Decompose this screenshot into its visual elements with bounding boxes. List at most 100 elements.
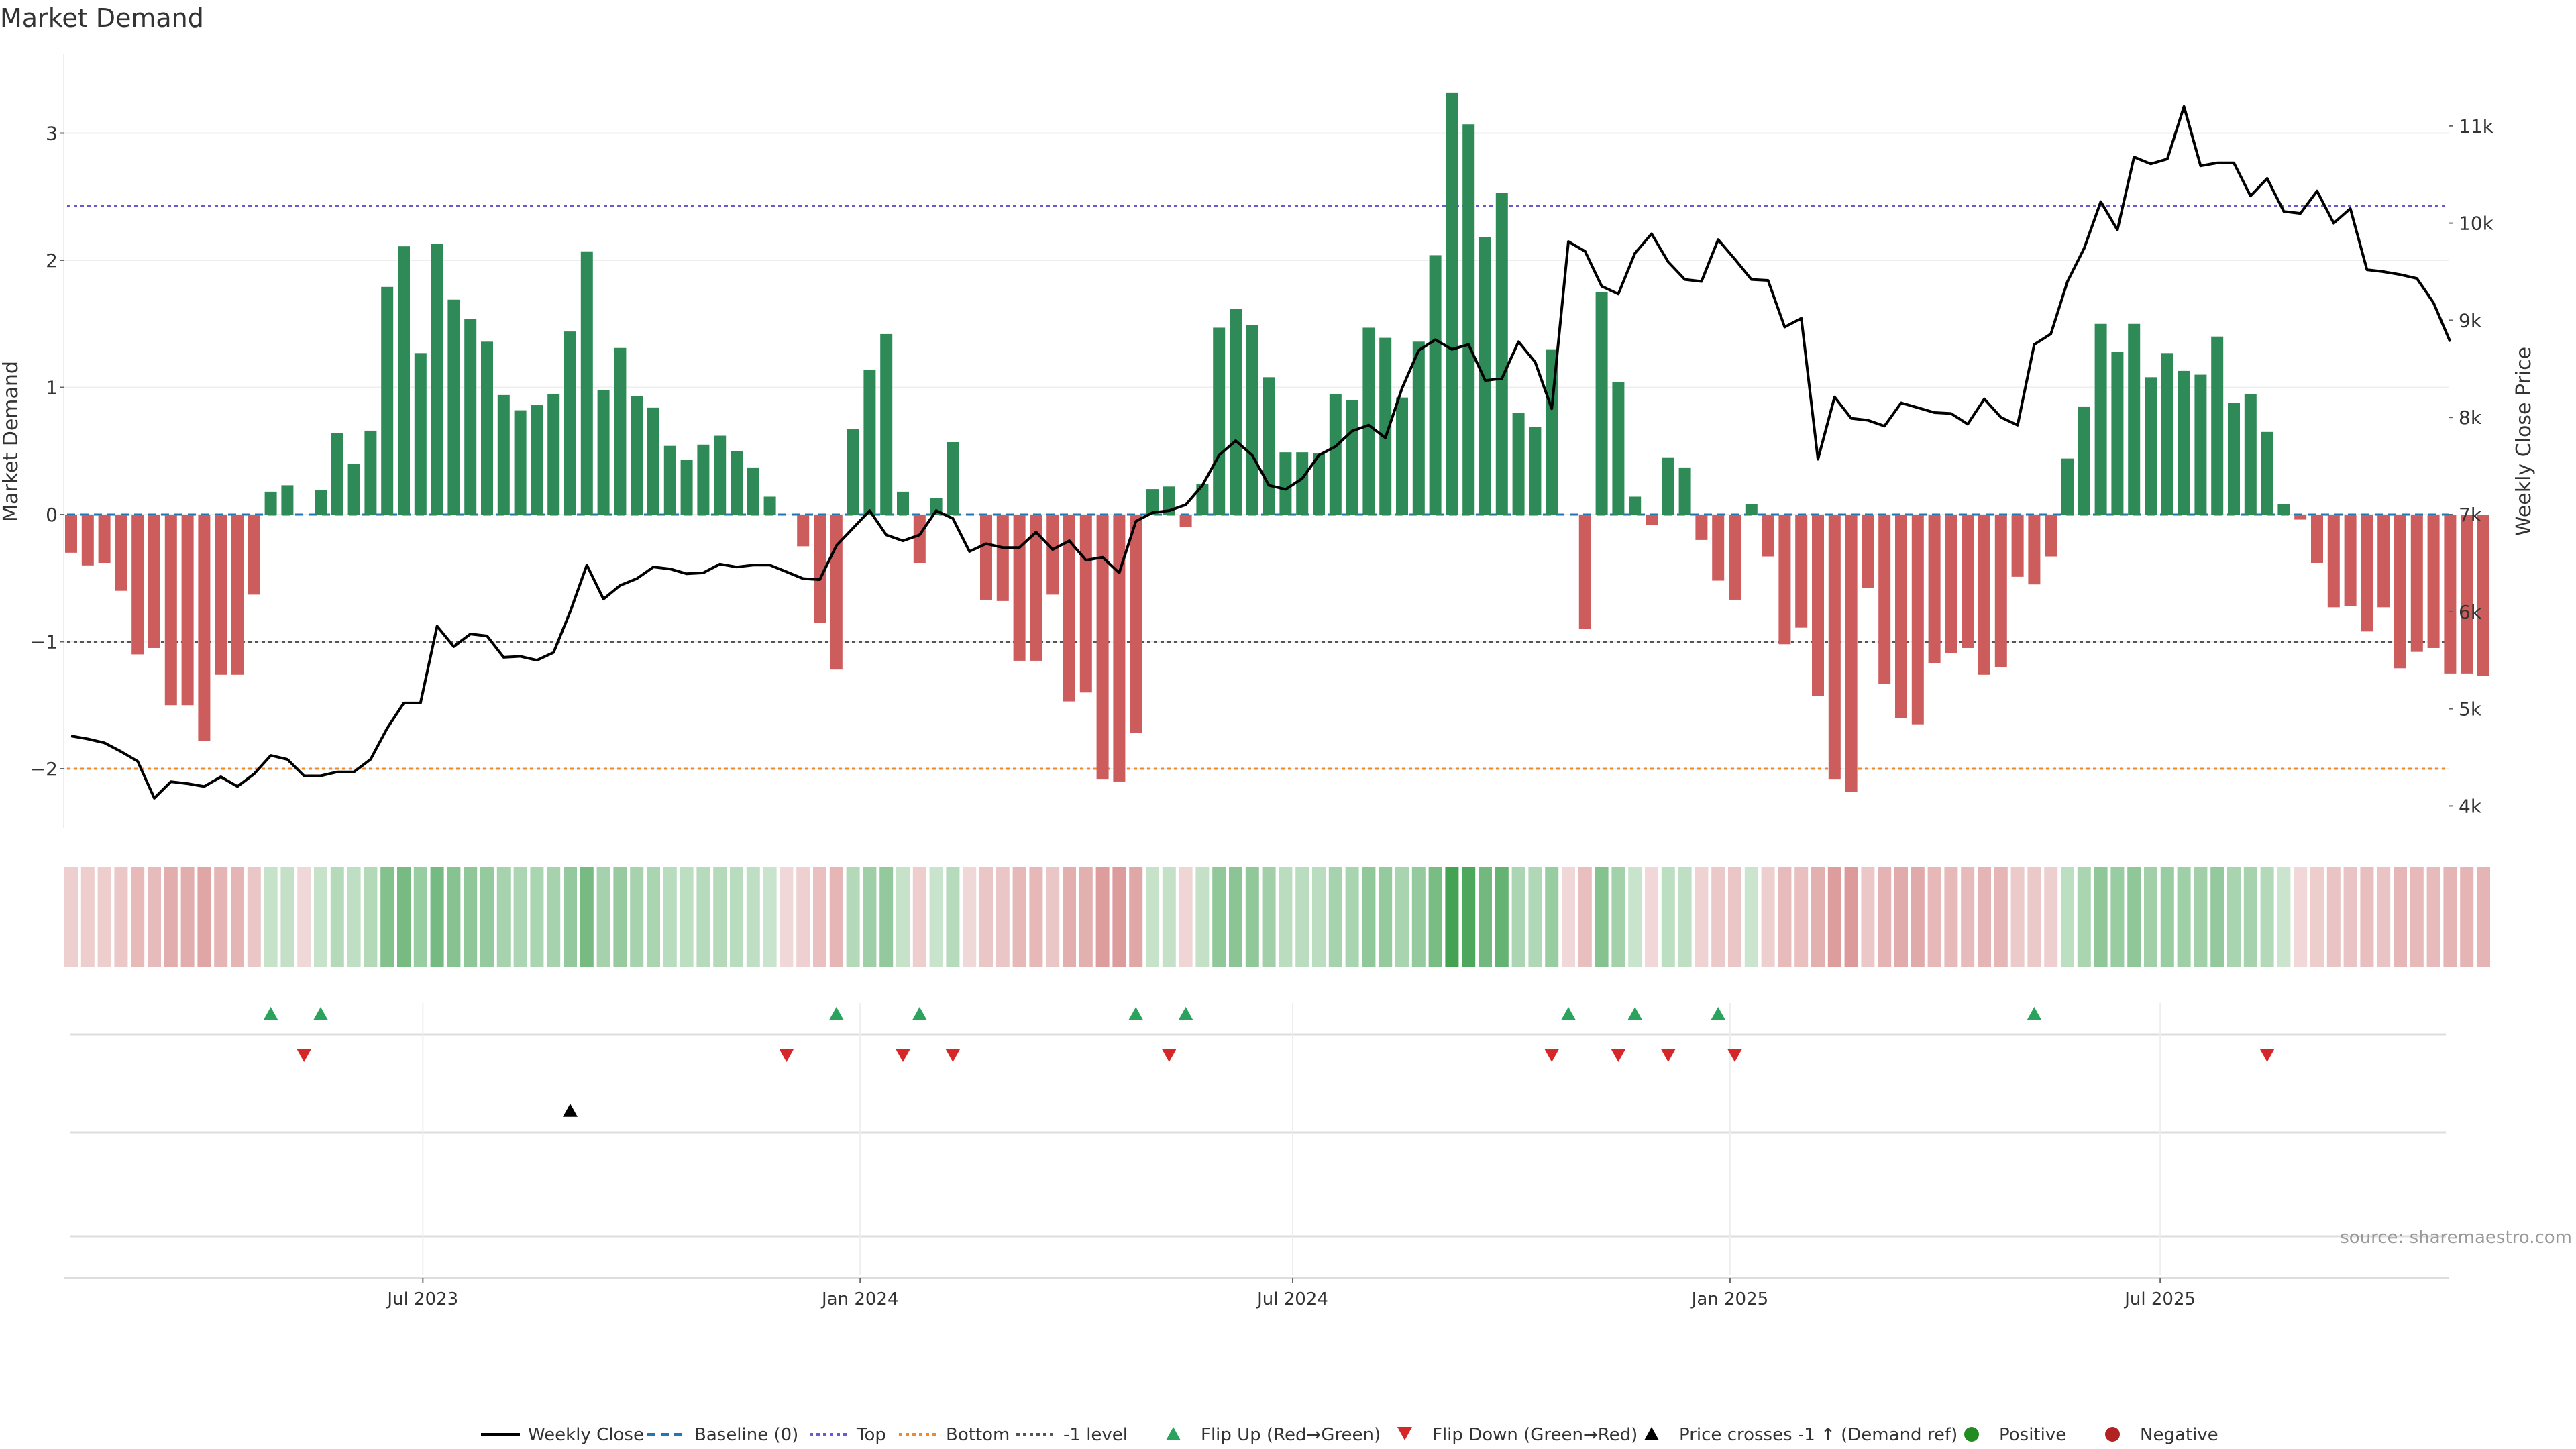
demand-bar <box>996 515 1009 601</box>
heat-cell <box>397 867 411 967</box>
heat-cell <box>64 867 78 967</box>
x-axis-ticks: Jul 2023 Jan 2024 Jul 2024 Jan 2025 Jul 2025 <box>386 1278 2196 1309</box>
legend-label: Positive <box>1999 1425 2066 1445</box>
demand-bar <box>1263 377 1275 515</box>
demand-bar <box>1346 400 1358 515</box>
heat-cell <box>1861 867 1875 967</box>
demand-bar <box>680 460 693 515</box>
demand-bar <box>1845 515 1858 792</box>
reference-lines <box>67 205 2449 770</box>
heat-cell <box>2027 867 2041 967</box>
demand-bar <box>1878 515 1891 684</box>
demand-bar <box>647 407 659 515</box>
demand-bar <box>1729 515 1741 600</box>
heat-cell <box>1578 867 1592 967</box>
demand-bar <box>331 433 343 515</box>
heat-cell <box>1927 867 1941 967</box>
demand-bar <box>2061 458 2074 515</box>
demand-bar <box>198 515 211 741</box>
y2-axis-label: Weekly Close Price <box>2512 347 2536 536</box>
heat-cell <box>1095 867 1110 967</box>
legend-item: Flip Up (Red→Green) <box>1166 1425 1381 1445</box>
legend-label: Bottom <box>946 1425 1010 1445</box>
heat-cell <box>180 867 195 967</box>
heat-cell <box>247 867 261 967</box>
demand-bar <box>930 498 943 515</box>
heat-cell <box>846 867 860 967</box>
x-tick-label: Jan 2024 <box>820 1289 899 1309</box>
weekly-close-series <box>70 105 2452 800</box>
heat-cell <box>480 867 494 967</box>
demand-bar <box>1928 515 1941 663</box>
weekly-close-line <box>70 105 2452 800</box>
heat-cell <box>297 867 311 967</box>
demand-bar <box>663 445 676 515</box>
heat-cell <box>164 867 178 967</box>
demand-bar <box>714 435 727 515</box>
demand-bar <box>1495 193 1508 515</box>
legend-label: Flip Down (Green→Red) <box>1432 1425 1638 1445</box>
demand-bar <box>1196 484 1209 515</box>
demand-bar <box>281 485 294 515</box>
heat-cell <box>1744 867 1758 967</box>
demand-bar <box>497 394 510 515</box>
flip-down-marker <box>1161 1049 1177 1062</box>
demand-bar <box>2244 393 2257 515</box>
demand-bar <box>1013 515 1026 661</box>
demand-bar <box>381 286 394 515</box>
legend-item: Price crosses -1 ↑ (Demand ref) <box>1644 1425 1957 1445</box>
demand-bar <box>880 333 893 515</box>
demand-bar <box>1030 515 1042 661</box>
heat-cell <box>1944 867 1958 967</box>
heat-cell <box>730 867 743 967</box>
flip-down-marker <box>1544 1049 1560 1062</box>
demand-bar <box>1529 427 1542 515</box>
heat-cell <box>131 867 145 967</box>
heat-cell <box>1678 867 1692 967</box>
demand-bar <box>1662 457 1674 515</box>
heat-cell <box>1479 867 1492 967</box>
demand-bar <box>897 491 909 515</box>
heat-cell <box>1961 867 1975 967</box>
y-tick-label: 3 <box>46 123 58 145</box>
heat-cell <box>829 867 843 967</box>
demand-bar <box>1578 515 1591 629</box>
y2-tick-label: 8k <box>2459 407 2482 429</box>
demand-bar <box>1712 515 1725 581</box>
y2-tick-label: 9k <box>2459 309 2482 331</box>
heat-cell <box>2360 867 2374 967</box>
heat-cell <box>2443 867 2457 967</box>
demand-bar <box>447 299 460 515</box>
y2-tick-label: 10k <box>2459 213 2494 235</box>
heat-cell <box>680 867 694 967</box>
heat-cell <box>2294 867 2308 967</box>
y2-axis-ticks: 4k 5k 6k 7k 8k 9k 10k 11k <box>2449 115 2494 817</box>
legend-swatch <box>1644 1427 1659 1440</box>
demand-bars <box>65 92 2489 792</box>
heat-cell <box>1462 867 1476 967</box>
flip-up-marker <box>1561 1007 1576 1020</box>
flip-up-marker <box>828 1007 844 1020</box>
heat-cell <box>97 867 111 967</box>
flip-up-marker <box>313 1007 328 1020</box>
demand-bar <box>464 319 477 515</box>
heat-cell <box>1628 867 1642 967</box>
heat-cell <box>1761 867 1775 967</box>
demand-bar <box>814 515 826 623</box>
demand-bar <box>947 441 959 515</box>
demand-bar <box>2427 515 2440 648</box>
demand-bar <box>398 246 410 515</box>
demand-bar <box>231 515 244 675</box>
heat-cell <box>513 867 527 967</box>
heat-cell <box>2094 867 2108 967</box>
demand-bar <box>2327 515 2340 608</box>
demand-bar <box>1778 515 1791 645</box>
demand-bar <box>81 515 94 566</box>
flip-up-marker <box>1128 1007 1144 1020</box>
demand-bar <box>980 515 992 600</box>
source-note: source: sharemaestro.com <box>2340 1228 2572 1248</box>
demand-bar <box>2311 515 2323 564</box>
demand-bar <box>1994 515 2007 667</box>
heat-cell <box>946 867 960 967</box>
heat-cell <box>1379 867 1393 967</box>
